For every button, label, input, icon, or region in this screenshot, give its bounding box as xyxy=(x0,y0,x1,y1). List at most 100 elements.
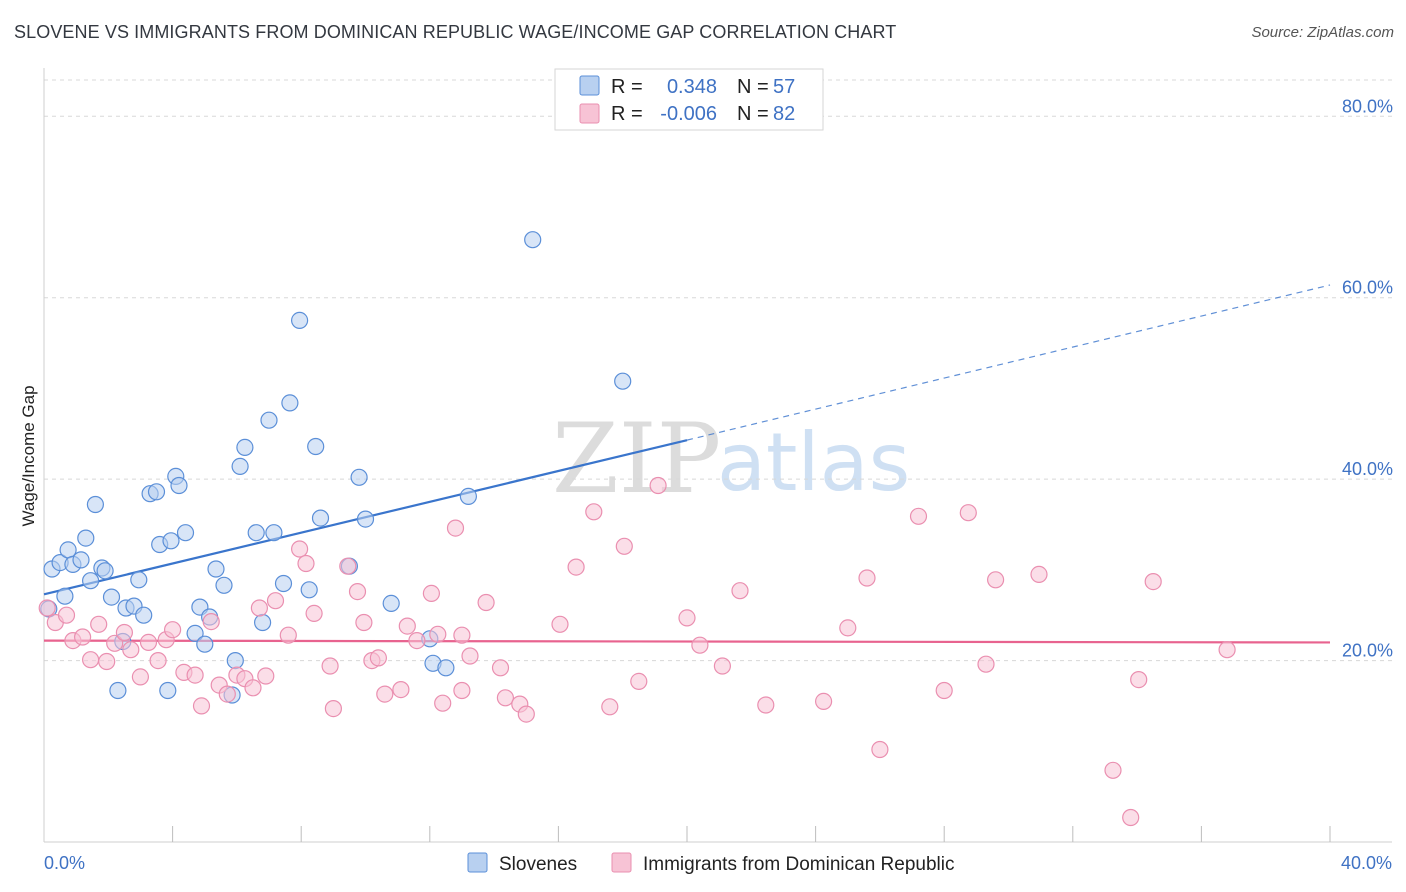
data-point-s1-55 xyxy=(567,558,585,576)
watermark-zip: ZIP xyxy=(552,403,721,515)
data-point-s0-34 xyxy=(236,438,254,456)
data-point-s0-33 xyxy=(231,457,249,475)
data-point-s0-10 xyxy=(96,562,114,580)
y-axis-label: Wage/Income Gap xyxy=(19,385,38,526)
data-point-s1-27 xyxy=(266,592,285,610)
legend-n-value-1: 57 xyxy=(773,76,795,98)
data-point-s1-28 xyxy=(279,626,297,644)
data-point-s0-35 xyxy=(247,524,265,542)
series-points-1 xyxy=(38,476,1236,827)
data-point-s1-49 xyxy=(477,593,495,612)
data-point-s1-5 xyxy=(81,651,100,669)
y-tick-label-60: 60.0% xyxy=(1342,278,1393,298)
legend-n-label-1: N = xyxy=(737,76,769,98)
data-point-s0-29 xyxy=(207,560,225,578)
data-point-s0-23 xyxy=(170,476,188,495)
data-point-s0-47 xyxy=(356,510,375,528)
data-point-s1-17 xyxy=(186,666,204,684)
data-point-s1-13 xyxy=(149,651,167,670)
data-point-s1-71 xyxy=(935,681,953,700)
data-point-s0-54 xyxy=(614,372,632,390)
data-point-s1-19 xyxy=(202,612,220,631)
data-point-s1-66 xyxy=(814,692,833,711)
data-point-s0-6 xyxy=(77,529,95,547)
data-point-s1-35 xyxy=(348,582,367,601)
data-point-s1-8 xyxy=(106,634,124,652)
data-point-s0-18 xyxy=(147,483,166,501)
data-point-s0-41 xyxy=(291,311,309,329)
data-point-s1-45 xyxy=(434,694,452,712)
data-point-s0-20 xyxy=(159,681,177,700)
data-point-s1-6 xyxy=(90,615,108,633)
x-tick-label-1: 40.0% xyxy=(1341,853,1392,873)
data-point-s1-75 xyxy=(1030,565,1048,584)
data-point-s1-15 xyxy=(164,621,182,639)
data-point-s0-8 xyxy=(86,495,105,514)
data-point-s0-5 xyxy=(72,551,90,569)
data-point-s1-24 xyxy=(244,679,262,697)
data-point-s0-21 xyxy=(162,532,180,550)
x-tick-label-0: 0.0% xyxy=(44,853,85,873)
y-tick-label-20: 20.0% xyxy=(1342,641,1393,661)
axes xyxy=(43,68,1392,843)
data-point-s1-29 xyxy=(291,540,309,558)
watermark: ZIP atlas xyxy=(552,403,910,515)
data-point-s1-46 xyxy=(446,519,465,537)
data-point-s1-38 xyxy=(369,649,387,667)
data-point-s1-43 xyxy=(422,584,440,603)
legend-box xyxy=(554,68,824,131)
data-point-s1-62 xyxy=(691,636,709,654)
data-point-s0-51 xyxy=(437,659,455,677)
series-legend-swatch-slovenes xyxy=(467,852,488,873)
chart-title: SLOVENE VS IMMIGRANTS FROM DOMINICAN REP… xyxy=(14,22,897,42)
data-point-s1-26 xyxy=(257,667,275,685)
legend-r-label-2: R = xyxy=(611,103,643,125)
data-point-s1-25 xyxy=(250,599,268,617)
gridlines: 20.0% 40.0% 60.0% 80.0% xyxy=(44,79,1393,662)
data-point-s1-65 xyxy=(757,696,775,714)
data-point-s1-63 xyxy=(713,657,732,675)
data-point-s1-50 xyxy=(491,659,510,677)
data-point-s0-16 xyxy=(135,606,153,624)
correlation-legend: R = 0.348 N = 57 R = -0.006 N = 82 xyxy=(554,68,824,131)
series-legend-dominican: Immigrants from Dominican Republic xyxy=(643,854,955,875)
data-point-s1-74 xyxy=(986,571,1005,589)
data-point-s1-47 xyxy=(453,681,471,700)
data-point-s1-9 xyxy=(115,623,134,642)
data-point-s1-67 xyxy=(839,619,857,637)
data-point-s0-27 xyxy=(196,635,214,653)
source-label: Source: ZipAtlas.com xyxy=(1251,24,1394,41)
legend-n-label-2: N = xyxy=(737,103,769,125)
data-point-s0-44 xyxy=(311,509,330,527)
data-point-s0-38 xyxy=(265,524,283,542)
data-point-s1-0 xyxy=(38,599,56,617)
data-point-s1-41 xyxy=(398,617,416,635)
data-point-s1-56 xyxy=(585,503,603,521)
data-point-s0-11 xyxy=(102,588,121,606)
data-point-s0-46 xyxy=(350,468,368,486)
data-point-s0-2 xyxy=(56,587,74,605)
data-point-s0-53 xyxy=(524,231,542,249)
data-point-s0-42 xyxy=(300,581,318,599)
data-point-s1-57 xyxy=(601,698,619,716)
legend-swatch-slovenes xyxy=(579,75,600,96)
data-point-s0-55 xyxy=(109,681,127,700)
data-point-s1-31 xyxy=(305,604,323,623)
data-point-s1-73 xyxy=(977,655,995,673)
series-legend-slovenes: Slovenes xyxy=(499,854,577,875)
data-point-s0-52 xyxy=(459,487,477,505)
data-point-s1-54 xyxy=(551,615,569,633)
data-point-s0-32 xyxy=(226,651,244,670)
data-point-s0-48 xyxy=(382,594,400,613)
y-tick-label-40: 40.0% xyxy=(1342,459,1393,479)
data-point-s1-4 xyxy=(73,628,92,646)
data-point-s1-18 xyxy=(192,697,211,715)
data-point-s1-11 xyxy=(131,668,149,686)
data-point-s1-21 xyxy=(218,685,236,703)
data-point-s1-80 xyxy=(1218,641,1236,659)
legend-swatch-dominican xyxy=(579,103,600,124)
data-point-s1-61 xyxy=(678,609,696,627)
data-point-s0-24 xyxy=(176,524,195,542)
legend-r-value-1: 0.348 xyxy=(667,76,717,98)
